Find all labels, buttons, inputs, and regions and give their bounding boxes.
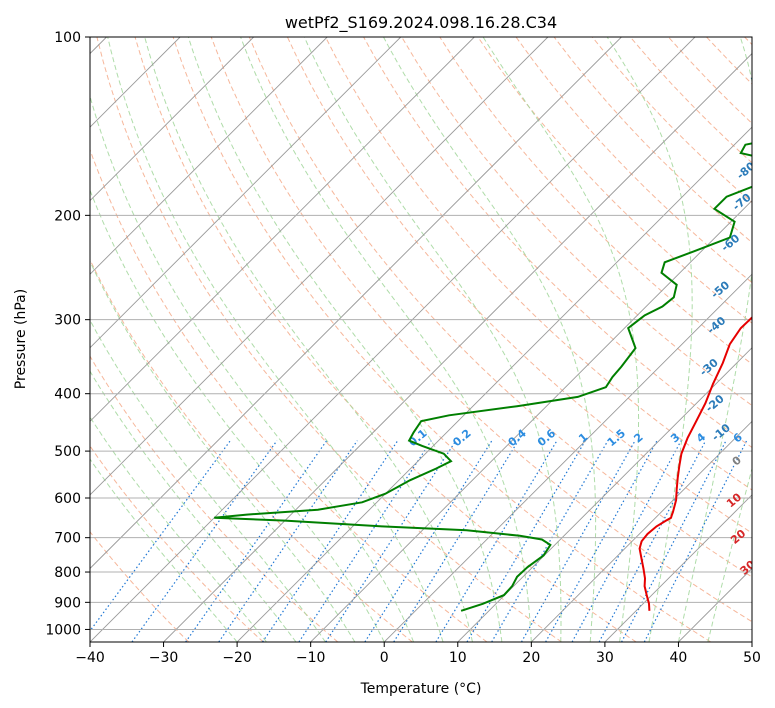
- isotherm-line: [90, 37, 696, 642]
- dry-adiabat-line: [90, 445, 264, 642]
- temperature-profile-line: [638, 316, 752, 611]
- y-tick-label: 300: [54, 313, 81, 329]
- isotherm-line: [90, 37, 622, 570]
- mixing-ratio-line: [435, 440, 558, 642]
- mixing-ratio-line: [520, 440, 636, 642]
- moist-adiabat-line: [90, 260, 356, 642]
- mixing-ratio-line: [90, 440, 231, 632]
- mixing-ratio-line: [621, 440, 727, 642]
- mixing-ratio-line: [393, 440, 519, 642]
- moist-adiabat-line: [90, 188, 385, 642]
- moist-adiabat-line: [90, 458, 238, 642]
- y-tick-label: 700: [54, 531, 81, 547]
- x-tick-label: −40: [75, 650, 105, 666]
- dry-adiabat-line: [134, 37, 637, 642]
- y-axis-label: Pressure (hPa): [13, 289, 29, 389]
- dry-adiabat-line: [210, 37, 752, 623]
- profiles: [214, 142, 752, 612]
- y-tick-label: 1000: [45, 622, 81, 638]
- moist-adiabat-line: [90, 94, 415, 642]
- x-axis-label: Temperature (°C): [360, 681, 482, 697]
- isotherm-line: [457, 347, 752, 642]
- y-tick-label: 100: [54, 30, 81, 46]
- y-tick-label: 200: [54, 208, 81, 224]
- y-tick-label: 400: [54, 387, 81, 403]
- x-tick-label: 30: [596, 650, 614, 666]
- dry-adiabat-line: [325, 37, 752, 491]
- x-tick-label: −20: [222, 650, 252, 666]
- x-tick-label: 20: [522, 650, 540, 666]
- moist-adiabat-line: [90, 319, 326, 642]
- dry-adiabat-line: [90, 148, 488, 642]
- plot-frame: [89, 36, 753, 643]
- chart-title: wetPf2_S169.2024.098.16.28.C34: [285, 13, 557, 33]
- isotherm-line: [90, 37, 254, 202]
- isotherms: [90, 37, 752, 642]
- dry-adiabat-line: [401, 37, 752, 407]
- dry-adiabat-line: [90, 355, 339, 642]
- mixing-ratio-line: [262, 440, 399, 642]
- mixing-ratio-line: [491, 440, 609, 642]
- dry-adiabat-line: [477, 37, 752, 324]
- dry-adiabat-line: [515, 37, 752, 284]
- dry-adiabat-line: [96, 37, 562, 642]
- y-tick-label: 500: [54, 444, 81, 460]
- isotherm-line: [90, 37, 475, 422]
- mixing-ratio-line: [131, 440, 278, 642]
- isotherm-line: [236, 126, 752, 642]
- x-tick-label: 50: [743, 650, 761, 666]
- y-tick-label: 900: [54, 595, 81, 611]
- isotherm-line: [310, 200, 752, 642]
- moist-adiabat-line: [482, 37, 640, 642]
- moist-adiabat-line: [240, 37, 532, 642]
- x-tick-label: 10: [449, 650, 467, 666]
- mixing-ratio-line: [298, 440, 432, 642]
- mixing-ratio-line: [466, 440, 586, 642]
- y-axis-ticks: 100 200 300 400 500 600 700 800 900 1000: [45, 30, 90, 638]
- x-tick-label: 40: [670, 650, 688, 666]
- dry-adiabat-label: -90: [750, 118, 774, 141]
- y-tick-label: 600: [54, 491, 81, 507]
- mixing-ratio-line: [643, 440, 748, 642]
- moist-adiabat-line: [107, 37, 444, 642]
- moist-adiabat-line: [677, 37, 752, 642]
- isotherm-line: [531, 420, 752, 642]
- isotherm-line: [163, 52, 752, 642]
- isotherm-line: [383, 273, 752, 642]
- isotherm-line: [90, 37, 549, 496]
- isotherm-line: [90, 37, 402, 349]
- x-tick-label: −30: [149, 650, 179, 666]
- mixing-ratio-lines: [90, 440, 748, 642]
- dry-adiabat-line: [90, 531, 190, 642]
- moist-adiabat-line: [187, 37, 503, 642]
- x-tick-label: 0: [380, 650, 389, 666]
- moist-adiabat-line: [383, 37, 597, 642]
- isotherm-line: [90, 37, 328, 275]
- moist-adiabat-line: [707, 466, 752, 642]
- dry-adiabat-line: [248, 37, 752, 578]
- mixing-ratio-line: [218, 440, 358, 642]
- dewpoint-profile-line: [214, 142, 752, 612]
- isobars: [90, 37, 752, 630]
- y-tick-label: 800: [54, 565, 81, 581]
- x-tick-label: −10: [296, 650, 326, 666]
- isotherm-line: [604, 494, 752, 642]
- moist-adiabat-line: [303, 37, 562, 642]
- moist-adiabat-line: [606, 37, 693, 642]
- mixing-ratio-line: [185, 440, 328, 642]
- x-axis-ticks: −40 −30 −20 −10 0 10 20 30 40 50: [75, 642, 761, 666]
- background-lines: [90, 37, 752, 642]
